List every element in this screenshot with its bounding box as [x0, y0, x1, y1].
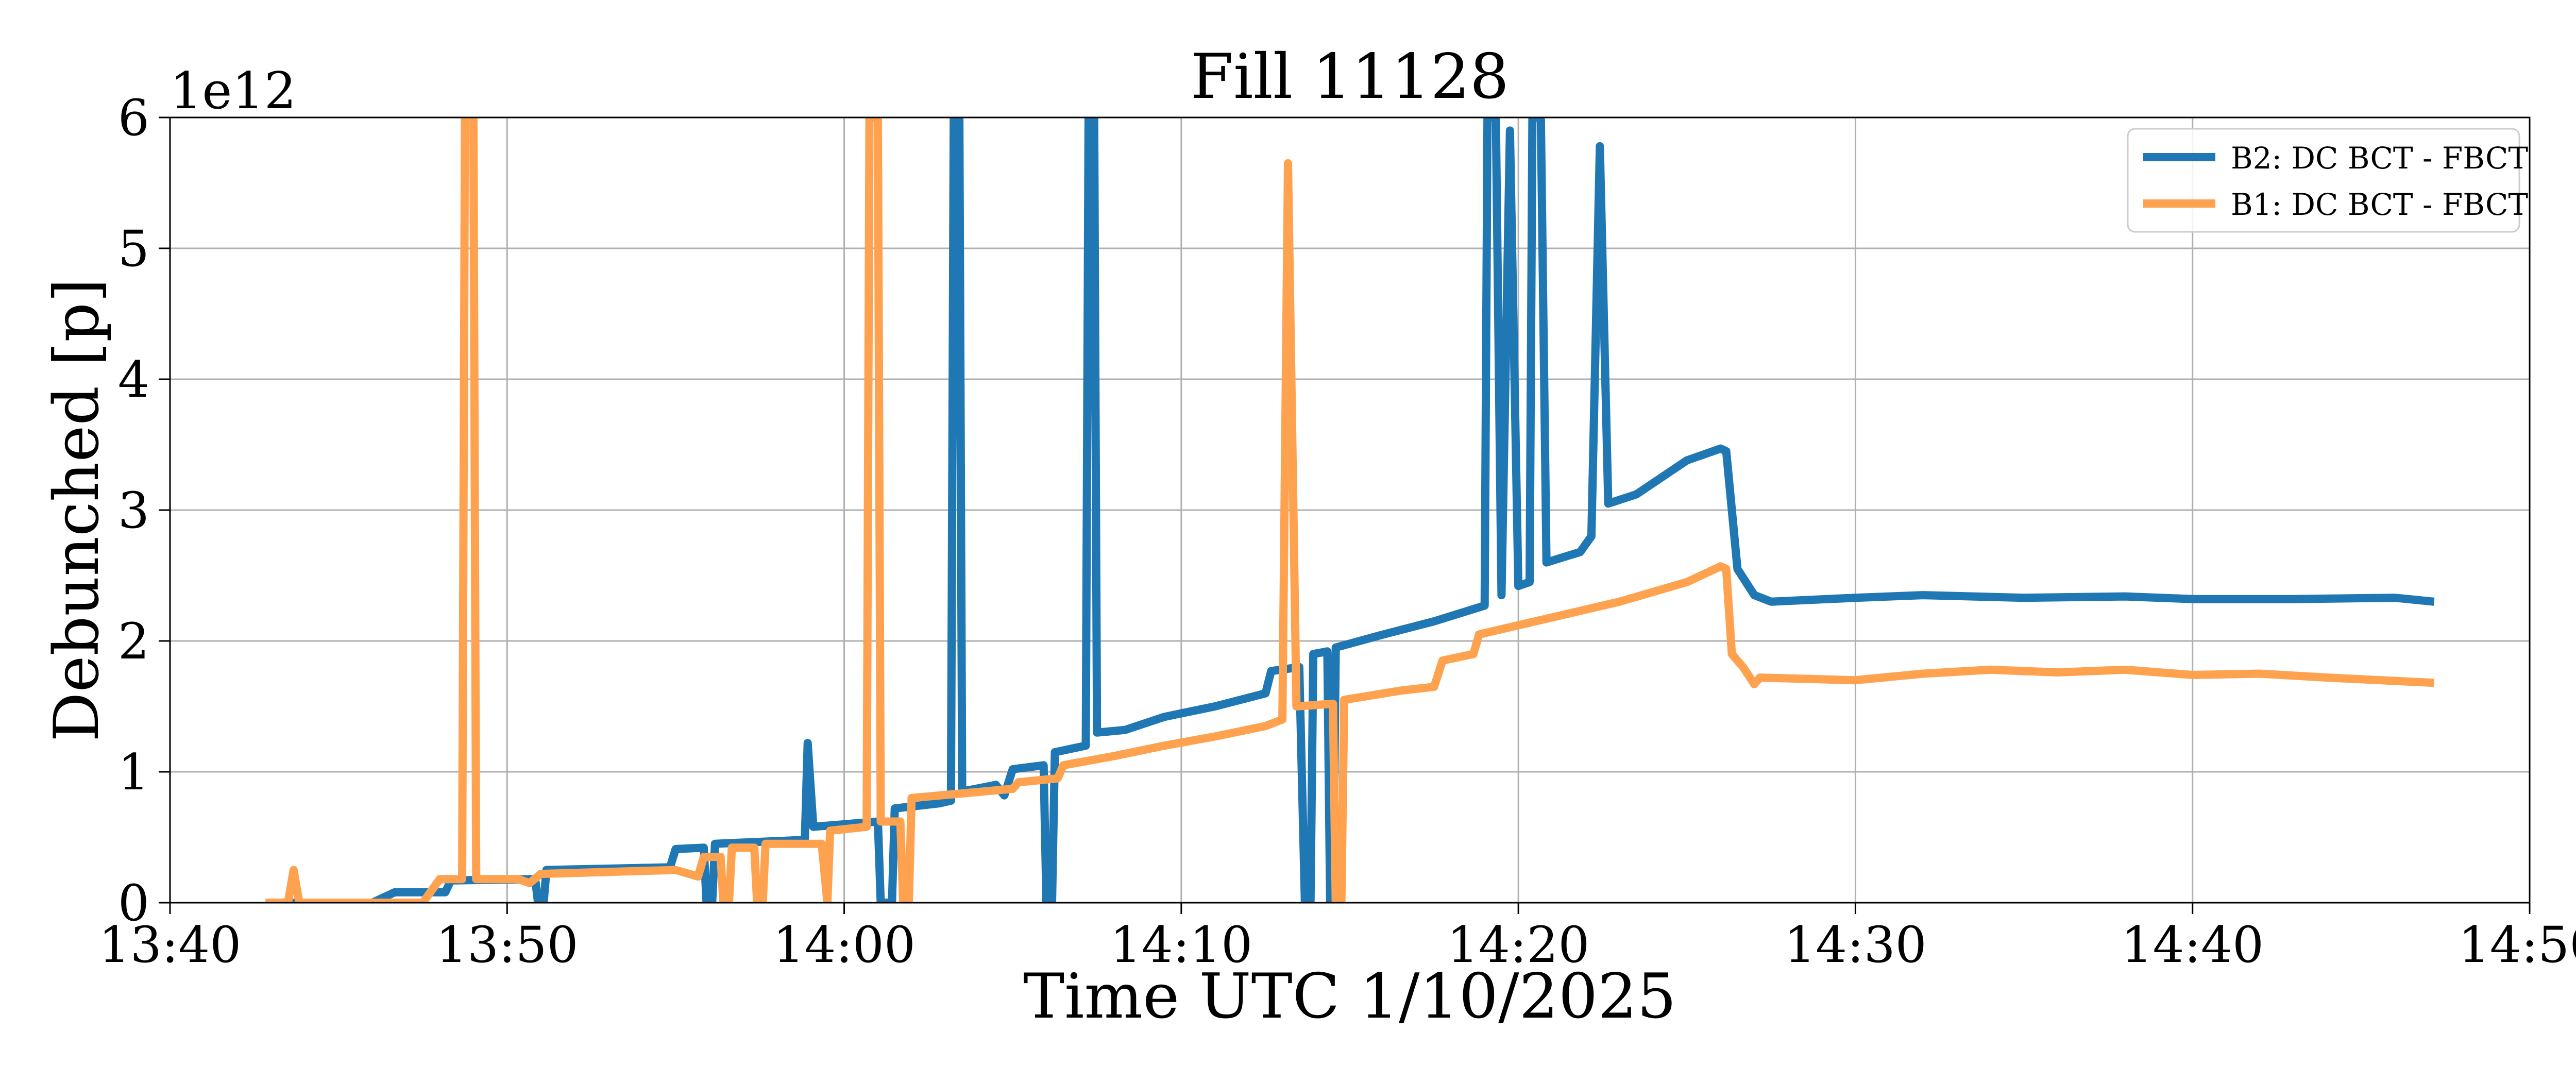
y-tick-label: 4 [118, 351, 149, 409]
y-tick-label: 5 [118, 220, 149, 278]
x-tick-label: 14:50 [2459, 916, 2576, 974]
x-tick-label: 14:40 [2121, 916, 2264, 974]
x-tick-label: 14:10 [1110, 916, 1253, 974]
legend-label-b2: B2: DC BCT - FBCT [2231, 141, 2528, 176]
legend-frame [2127, 128, 2520, 233]
x-axis-label: Time UTC 1/10/2025 [1023, 961, 1676, 1033]
x-tick-label: 14:30 [1784, 916, 1927, 974]
x-tick-label: 14:00 [773, 916, 916, 974]
legend: B2: DC BCT - FBCT B1: DC BCT - FBCT [2127, 128, 2528, 233]
x-tick-label: 13:50 [436, 916, 579, 974]
y-tick-label: 3 [118, 482, 149, 539]
y-offset-label: 1e12 [170, 62, 296, 121]
y-tick-label: 0 [118, 874, 149, 932]
axis-ticks [159, 116, 2531, 914]
legend-label-b1: B1: DC BCT - FBCT [2231, 187, 2528, 222]
y-tick-label: 2 [118, 613, 149, 670]
series-line-b1 [265, 117, 2434, 903]
x-tick-label: 13:40 [99, 916, 242, 974]
series-line-b2 [265, 117, 2435, 903]
y-axis-label: Debunched [p] [41, 278, 113, 742]
series-lines [265, 117, 2435, 903]
y-tick-label: 6 [118, 89, 149, 147]
x-tick-label: 14:20 [1447, 916, 1590, 974]
chart-title: Fill 11128 [1191, 41, 1509, 113]
grid-lines [169, 116, 2531, 904]
y-tick-label: 1 [118, 743, 149, 801]
